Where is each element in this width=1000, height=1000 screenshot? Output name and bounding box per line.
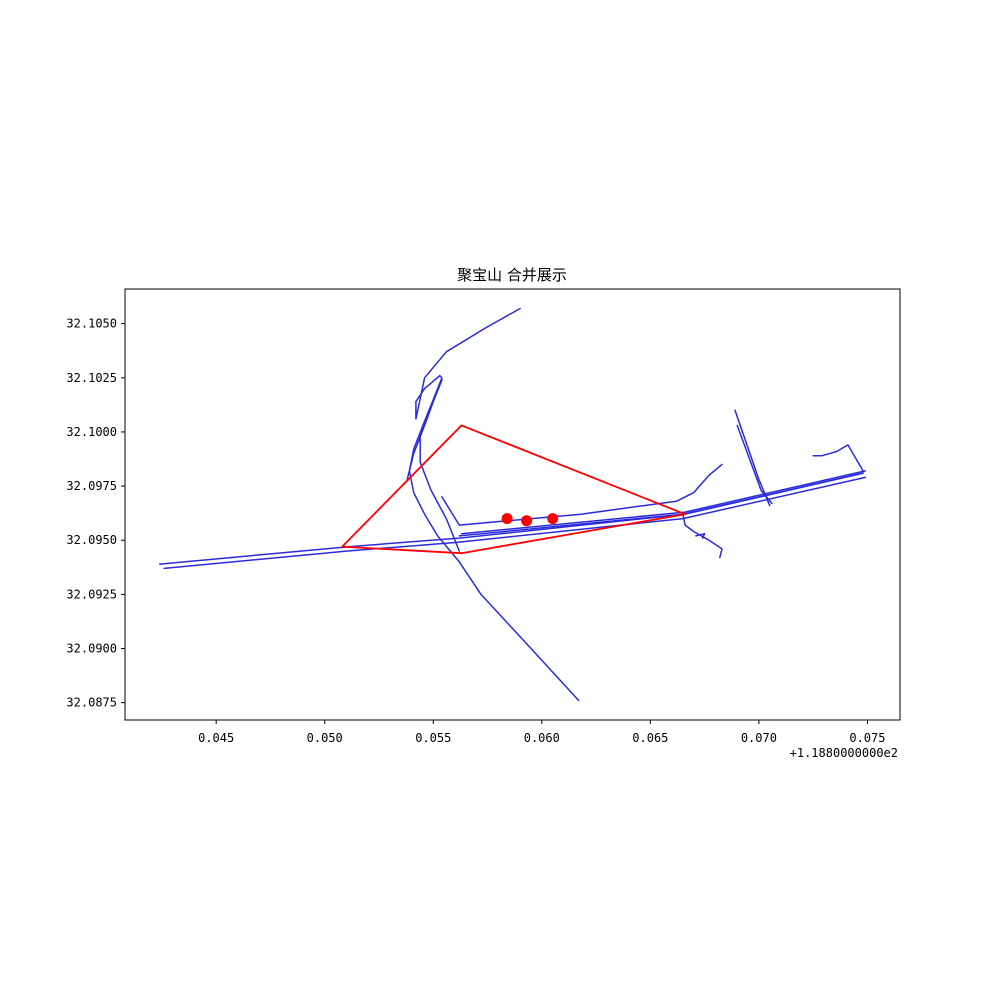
x-tick-label: 0.060 [524, 731, 560, 745]
x-tick-label: 0.055 [415, 731, 451, 745]
y-tick-label: 32.0875 [66, 696, 117, 710]
y-tick-label: 32.0975 [66, 479, 117, 493]
point-marker-1 [501, 513, 513, 525]
x-tick-label: 0.065 [632, 731, 668, 745]
x-tick-label: 0.070 [741, 731, 777, 745]
y-axis: 32.0875 32.0900 32.0925 32.0950 32.0975 32.10… [66, 317, 125, 710]
road-line-2 [163, 476, 867, 570]
y-tick-label: 32.1050 [66, 317, 117, 331]
plot-layer [158, 307, 867, 702]
y-tick-label: 32.0900 [66, 642, 117, 656]
boundary-polygon [341, 424, 686, 555]
road-line-5 [408, 307, 580, 702]
road-line-6 [406, 379, 461, 552]
chart-title: 聚宝山 合并展示 [457, 266, 567, 284]
y-tick-label: 32.1000 [66, 425, 117, 439]
road-line-8 [682, 513, 723, 559]
y-tick-label: 32.0950 [66, 533, 117, 547]
road-line-3 [460, 470, 867, 535]
x-tick-label: 0.045 [198, 731, 234, 745]
y-tick-label: 32.1025 [66, 371, 117, 385]
road-line-11 [736, 424, 773, 505]
x-axis: 0.045 0.050 0.055 0.060 0.065 0.070 0.075 [198, 720, 885, 745]
x-tick-label: 0.050 [307, 731, 343, 745]
x-tick-label: 0.075 [849, 731, 885, 745]
x-axis-offset-label: +1.1880000000e2 [790, 746, 898, 760]
point-marker-2 [521, 515, 533, 527]
point-marker-3 [547, 513, 559, 525]
y-tick-label: 32.0925 [66, 587, 117, 601]
road-line-9 [695, 532, 706, 539]
axes-frame [124, 288, 901, 721]
road-line-12 [812, 444, 864, 472]
